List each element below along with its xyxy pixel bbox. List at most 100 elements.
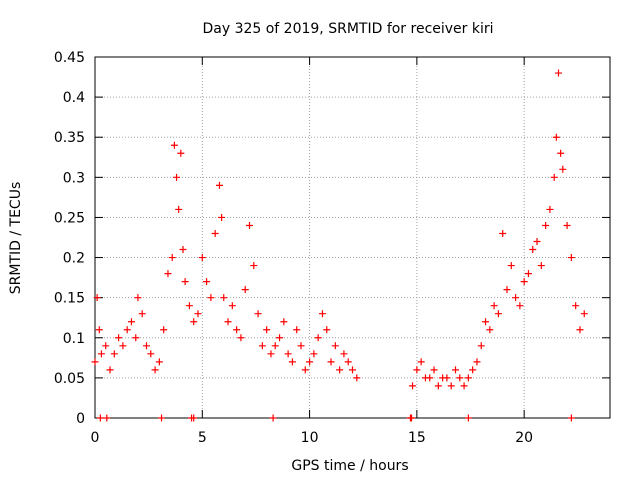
data-point <box>331 342 339 350</box>
data-point <box>207 294 215 302</box>
data-point <box>490 302 498 310</box>
data-point <box>323 326 331 334</box>
y-tick-label: 0.4 <box>63 90 85 106</box>
data-point <box>426 374 434 382</box>
data-point <box>293 326 301 334</box>
data-point <box>301 366 309 374</box>
data-point <box>318 310 326 318</box>
data-point <box>147 350 155 358</box>
data-point <box>314 334 322 342</box>
data-point <box>580 310 588 318</box>
data-point <box>250 262 258 270</box>
grid-lines <box>95 57 610 418</box>
data-point <box>306 358 314 366</box>
y-tick-label: 0.2 <box>63 251 85 267</box>
data-point <box>97 350 105 358</box>
data-point <box>576 326 584 334</box>
data-point <box>237 334 245 342</box>
data-point <box>284 350 292 358</box>
y-tick-label: 0 <box>76 411 85 427</box>
data-point <box>460 382 468 390</box>
data-point <box>194 310 202 318</box>
x-tick-label: 15 <box>408 430 426 446</box>
data-point <box>559 165 567 173</box>
data-point <box>91 358 99 366</box>
data-point <box>563 221 571 229</box>
data-point <box>160 326 168 334</box>
data-point <box>168 254 176 262</box>
y-tick-label: 0.45 <box>54 50 85 66</box>
chart-title: Day 325 of 2019, SRMTID for receiver kir… <box>202 21 493 37</box>
x-tick-label: 0 <box>91 430 100 446</box>
data-point <box>233 326 241 334</box>
data-point <box>550 173 558 181</box>
data-point <box>310 350 318 358</box>
data-point <box>179 246 187 254</box>
data-point <box>215 181 223 189</box>
data-point <box>297 342 305 350</box>
data-point <box>572 302 580 310</box>
data-point <box>353 374 361 382</box>
data-point <box>170 141 178 149</box>
data-point <box>529 246 537 254</box>
data-point <box>409 382 417 390</box>
y-tick-label: 0.25 <box>54 210 85 226</box>
data-point <box>434 382 442 390</box>
x-axis-title: GPS time / hours <box>291 458 408 474</box>
zero-point <box>464 414 472 422</box>
data-point <box>123 326 131 334</box>
y-tick-label: 0.3 <box>63 170 85 186</box>
data-point <box>164 270 172 278</box>
data-point <box>143 342 150 350</box>
data-point <box>211 229 219 237</box>
data-point <box>464 374 472 382</box>
zero-point <box>103 414 111 422</box>
y-tick-label: 0.1 <box>63 331 85 347</box>
data-point <box>155 358 163 366</box>
x-tick-label: 20 <box>515 430 533 446</box>
data-point <box>190 318 198 326</box>
zero-point <box>96 414 104 422</box>
data-point <box>246 221 253 229</box>
data-point <box>173 173 181 181</box>
zero-point <box>158 414 166 422</box>
data-point <box>344 358 352 366</box>
data-point <box>93 294 101 302</box>
data-point <box>443 374 451 382</box>
data-point <box>119 342 127 350</box>
data-point <box>555 69 562 77</box>
data-point <box>499 229 507 237</box>
y-tick-label: 0.15 <box>54 291 85 307</box>
y-tick-label: 0.35 <box>54 130 85 146</box>
data-point <box>552 133 560 141</box>
data-point <box>537 262 545 270</box>
data-point <box>138 310 146 318</box>
data-point <box>516 302 524 310</box>
data-point <box>349 366 356 374</box>
data-point <box>218 213 226 221</box>
data-point <box>473 358 481 366</box>
zero-point <box>269 414 277 422</box>
zero-point <box>190 414 198 422</box>
x-tick-label: 10 <box>301 430 319 446</box>
plot-frame <box>94 56 611 419</box>
data-point <box>557 149 565 157</box>
data-point <box>417 358 425 366</box>
data-point <box>486 326 494 334</box>
data-point <box>482 318 490 326</box>
zero-point <box>408 414 416 422</box>
data-point <box>263 326 271 334</box>
data-point <box>280 318 288 326</box>
y-tick-labels: 0 0.05 0.1 0.15 0.2 0.25 0.3 0.35 0.4 0.45 <box>54 50 85 427</box>
data-point <box>267 350 275 358</box>
data-point <box>254 310 262 318</box>
data-point <box>258 342 266 350</box>
data-point <box>203 278 211 286</box>
data-point <box>228 302 236 310</box>
data-point <box>542 221 550 229</box>
data-point <box>241 286 249 294</box>
data-point <box>469 366 477 374</box>
data-point <box>413 366 421 374</box>
data-point <box>185 302 193 310</box>
